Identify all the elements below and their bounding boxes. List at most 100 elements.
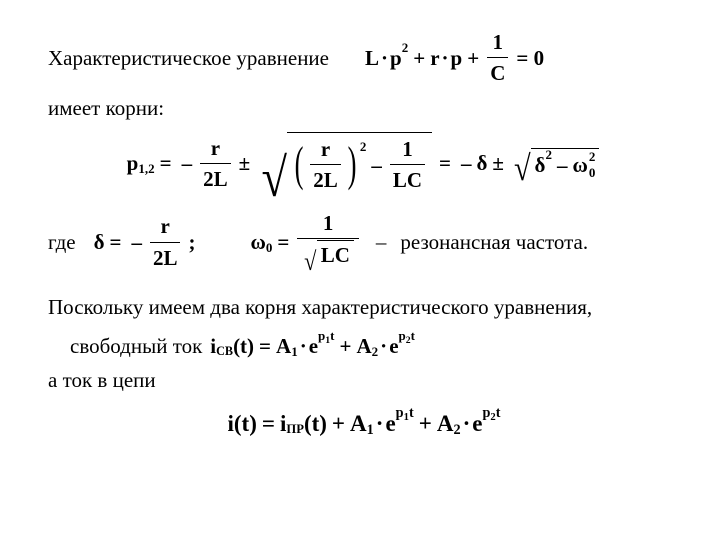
sym-dot2: · [463, 408, 471, 439]
radical-icon: √ [304, 253, 316, 271]
sym-ipr-t: (t) [304, 408, 327, 439]
sym-e: e [385, 408, 395, 439]
den-2L: 2L [150, 243, 181, 272]
formula-roots: p 1,2 = – r 2L ± √ ( r 2L [127, 132, 602, 195]
sym-A2: A [356, 332, 371, 360]
paren-r-2L: ( r 2L ) [291, 135, 360, 195]
sym-delta2: δ [535, 151, 546, 179]
num-r: r [158, 212, 173, 241]
sub-12: 1,2 [138, 160, 154, 178]
exp-p2t: p2t [482, 404, 500, 423]
sym-eq2: = [439, 149, 451, 177]
sym-p: p [390, 44, 402, 72]
sym-omega: ω [250, 228, 265, 256]
sym-pm2: ± [492, 149, 504, 177]
frac-r-2L: r 2L [200, 134, 231, 194]
line-char-eq: Характеристическое уравнение L · p 2 + r… [48, 28, 680, 88]
sub-1: 1 [367, 421, 374, 440]
exp-p1t: p1t [396, 404, 414, 423]
sym-plus2: + [419, 408, 432, 439]
sym-it: i(t) [228, 408, 257, 439]
sym-p2: p [451, 44, 463, 72]
radical-icon: √ [262, 159, 287, 197]
num-1: 1 [399, 135, 416, 164]
num-1: 1 [490, 28, 507, 57]
sym-eq: = [259, 332, 271, 360]
num-r2: r [318, 135, 333, 164]
sym-e2: e [472, 408, 482, 439]
sym-dot2: · [442, 44, 449, 72]
sym-semi: ; [188, 228, 195, 256]
formula-char-eq: L · p 2 + r · p + 1 C = 0 [365, 28, 549, 88]
sym-eq: = [160, 149, 172, 177]
sym-A1: A [350, 408, 367, 439]
sym-dot: · [381, 44, 388, 72]
exp-p2t: p2t [399, 327, 415, 345]
text-has-roots: имеет корни: [48, 96, 164, 120]
sym-A1: A [276, 332, 291, 360]
sub-1: 1 [291, 343, 298, 361]
sym-dot: · [376, 408, 384, 439]
radical-icon: √ [514, 156, 531, 181]
sym-minus: – [131, 228, 142, 256]
sym-e2: e [389, 332, 398, 360]
num-1: 1 [320, 209, 337, 238]
num-r: r [208, 134, 223, 163]
sym-A2: A [437, 408, 454, 439]
sym-eq: = [262, 408, 275, 439]
sym-minus: – [182, 149, 193, 177]
formula-omega0-def: ω 0 = 1 √ LC [250, 209, 361, 276]
sym-dot2: · [380, 332, 387, 360]
line-circuit-current: а ток в цепи [48, 366, 680, 394]
sym-delta: δ [94, 228, 105, 256]
sym-plus: + [340, 332, 352, 360]
sym-L: L [365, 44, 379, 72]
sym-plus: + [332, 408, 345, 439]
sub-sv: СВ [216, 343, 233, 359]
sym-minus3: – [461, 149, 472, 177]
delta-sq: 2 [545, 146, 552, 164]
text-dash: – [376, 228, 387, 256]
sqrt-delta-omega: √ δ 2 – ω 2 0 [511, 148, 599, 179]
formula-delta-def: δ = – r 2L ; [94, 212, 201, 272]
sqrt-big: √ ( r 2L ) 2 – 1 [257, 132, 432, 195]
sym-r: r [430, 44, 439, 72]
sym-minus4: – [557, 151, 568, 179]
text-circuit-current: а ток в цепи [48, 368, 156, 392]
den-2L2: 2L [310, 165, 341, 194]
sym-eq2: = [277, 228, 289, 256]
page: Характеристическое уравнение L · p 2 + r… [0, 0, 720, 459]
omega-supsub: 2 0 [589, 153, 596, 178]
line-two-roots: Поскольку имеем два корня характеристиче… [48, 293, 680, 321]
text-two-roots: Поскольку имеем два корня характеристиче… [48, 295, 592, 319]
paren-exp: 2 [360, 138, 367, 156]
den-LC: LC [390, 165, 425, 194]
sym-e: e [309, 332, 318, 360]
den-LC: LC [321, 241, 350, 269]
sub-2: 2 [372, 343, 379, 361]
line-has-roots: имеет корни: [48, 94, 680, 122]
sym-minus2: – [371, 151, 382, 179]
frac-1-LC: 1 LC [390, 135, 425, 195]
den-2L: 2L [200, 164, 231, 193]
sym-dot: · [300, 332, 307, 360]
sym-eq: = [109, 228, 121, 256]
formula-roots-row: p 1,2 = – r 2L ± √ ( r 2L [48, 132, 680, 195]
text-resonance-freq: резонансная частота. [400, 228, 588, 256]
text-char-eq: Характеристическое уравнение [48, 44, 329, 72]
formula-full-current: i(t) = i ПР (t) + A 1 · e p1t + A 2 · e … [228, 408, 501, 439]
sym-eq0: = 0 [516, 44, 544, 72]
formula-free-current: i СВ (t) = A 1 · e p1t + A 2 · e p2t [210, 332, 415, 360]
sym-p-sq: 2 [402, 39, 409, 57]
sym-pm: ± [239, 149, 251, 177]
sym-plus: + [413, 44, 425, 72]
sub-pr: ПР [286, 421, 304, 438]
sym-delta: δ [477, 149, 488, 177]
exp-p1t: p1t [318, 327, 334, 345]
sym-t: (t) [233, 332, 254, 360]
sub-0: 0 [266, 239, 273, 257]
sym-omega: ω [572, 151, 587, 179]
sub-2: 2 [453, 421, 460, 440]
sym-p: p [127, 149, 139, 177]
text-free-current: свободный ток [70, 332, 202, 360]
